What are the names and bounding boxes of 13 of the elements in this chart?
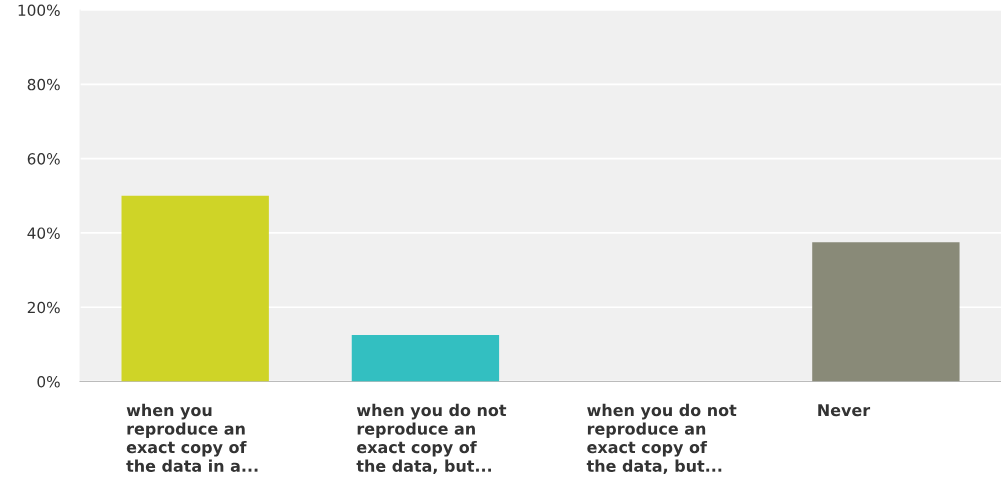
x-tick-label: Never (818, 404, 871, 417)
y-tick-label: 40% (27, 227, 60, 239)
y-tick-label: 100% (18, 4, 60, 17)
bar (121, 195, 269, 382)
y-tick-label: 80% (27, 78, 60, 91)
y-tick-label: 20% (27, 301, 60, 314)
x-tick-label: when you do not reproduce an exact copy of the data, but... (586, 403, 737, 474)
x-tick-label: when you reproduce an exact copy of the data in a... (126, 403, 258, 472)
x-tick-label: when you do not reproduce an exact copy of the data, but... (356, 403, 507, 474)
bar (812, 242, 960, 382)
y-tick-label: 60% (27, 153, 60, 165)
bar (351, 335, 500, 382)
y-tick-label: 0% (37, 375, 60, 388)
